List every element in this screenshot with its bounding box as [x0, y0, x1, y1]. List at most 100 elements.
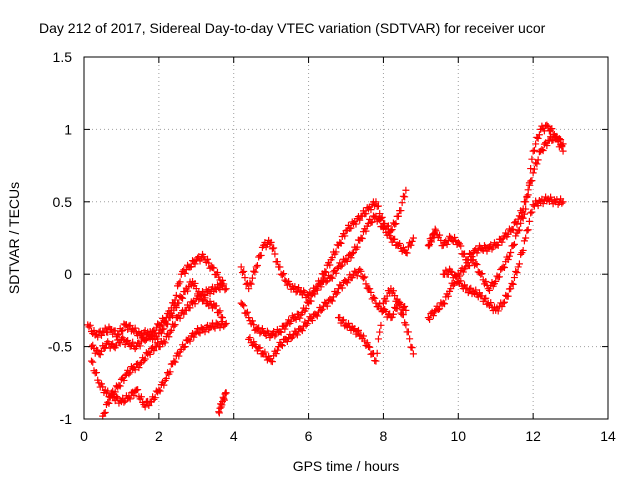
- data-point: [242, 309, 250, 317]
- data-point: [548, 125, 556, 133]
- data-point: [362, 210, 370, 218]
- data-point: [332, 248, 340, 256]
- data-point: [171, 321, 179, 329]
- data-point: [353, 328, 361, 336]
- data-point: [137, 393, 145, 401]
- data-point: [424, 314, 432, 322]
- data-point: [89, 341, 97, 349]
- data-point: [341, 232, 349, 240]
- series-10: [424, 130, 567, 264]
- data-point: [408, 344, 416, 352]
- data-point: [559, 198, 567, 206]
- data-point: [292, 315, 300, 323]
- data-point: [434, 305, 442, 313]
- data-point: [278, 271, 286, 279]
- data-point: [140, 357, 148, 365]
- data-point: [87, 357, 95, 365]
- data-point: [240, 302, 248, 310]
- data-point: [509, 226, 517, 234]
- x-tick-label: 4: [230, 428, 238, 444]
- y-tick-label: -1: [60, 411, 73, 427]
- data-point: [94, 346, 102, 354]
- data-point: [322, 278, 330, 286]
- data-point: [111, 388, 119, 396]
- data-point: [318, 305, 326, 313]
- data-point: [535, 131, 543, 139]
- data-point: [520, 210, 528, 218]
- data-point: [391, 235, 399, 243]
- data-point: [191, 279, 199, 287]
- data-point: [176, 314, 184, 322]
- data-point: [273, 258, 281, 266]
- data-point: [530, 146, 538, 154]
- data-point: [210, 264, 218, 272]
- data-point: [205, 259, 213, 267]
- data-point: [482, 294, 490, 302]
- data-point: [179, 294, 187, 302]
- data-point: [116, 339, 124, 347]
- data-point: [344, 319, 352, 327]
- data-point: [155, 386, 163, 394]
- data-point: [554, 137, 562, 145]
- data-point: [443, 240, 451, 248]
- data-point: [161, 339, 169, 347]
- data-point: [293, 331, 301, 339]
- data-point: [157, 329, 165, 337]
- data-point: [348, 250, 356, 258]
- data-point: [147, 331, 155, 339]
- data-point: [129, 338, 137, 346]
- data-point: [160, 337, 168, 345]
- data-point: [151, 394, 159, 402]
- data-point: [282, 321, 290, 329]
- data-point: [358, 235, 366, 243]
- data-point: [222, 319, 230, 327]
- data-point: [509, 242, 517, 250]
- data-point: [399, 311, 407, 319]
- data-point: [322, 268, 330, 276]
- y-tick-label: -0.5: [48, 339, 72, 355]
- data-point: [296, 314, 304, 322]
- data-point: [126, 368, 134, 376]
- data-point: [356, 216, 364, 224]
- data-point: [342, 227, 350, 235]
- data-point: [343, 257, 351, 265]
- data-point: [170, 299, 178, 307]
- x-tick-label: 14: [600, 428, 616, 444]
- data-point: [210, 323, 218, 331]
- data-point: [402, 321, 410, 329]
- data-point: [243, 308, 251, 316]
- data-point: [132, 343, 140, 351]
- data-point: [404, 328, 412, 336]
- data-point: [245, 314, 253, 322]
- data-point: [394, 212, 402, 220]
- data-point: [543, 142, 551, 150]
- data-point: [543, 121, 551, 129]
- data-point: [347, 254, 355, 262]
- data-point: [513, 220, 521, 228]
- data-point: [507, 285, 515, 293]
- data-point: [281, 325, 289, 333]
- data-point: [393, 304, 401, 312]
- data-point: [156, 387, 164, 395]
- data-point: [544, 123, 552, 131]
- data-point: [517, 219, 525, 227]
- data-point: [160, 381, 168, 389]
- data-point: [396, 301, 404, 309]
- data-point: [492, 277, 500, 285]
- series-2: [87, 250, 230, 359]
- data-point: [533, 160, 541, 168]
- data-point: [367, 206, 375, 214]
- data-point: [333, 289, 341, 297]
- data-point: [498, 303, 506, 311]
- data-point: [238, 269, 246, 277]
- data-point: [473, 261, 481, 269]
- data-point: [374, 335, 382, 343]
- data-point: [449, 281, 457, 289]
- data-point: [378, 213, 386, 221]
- data-point: [216, 285, 224, 293]
- data-point: [528, 155, 536, 163]
- data-point: [376, 300, 384, 308]
- data-point: [281, 276, 289, 284]
- data-point: [478, 270, 486, 278]
- data-point: [166, 368, 174, 376]
